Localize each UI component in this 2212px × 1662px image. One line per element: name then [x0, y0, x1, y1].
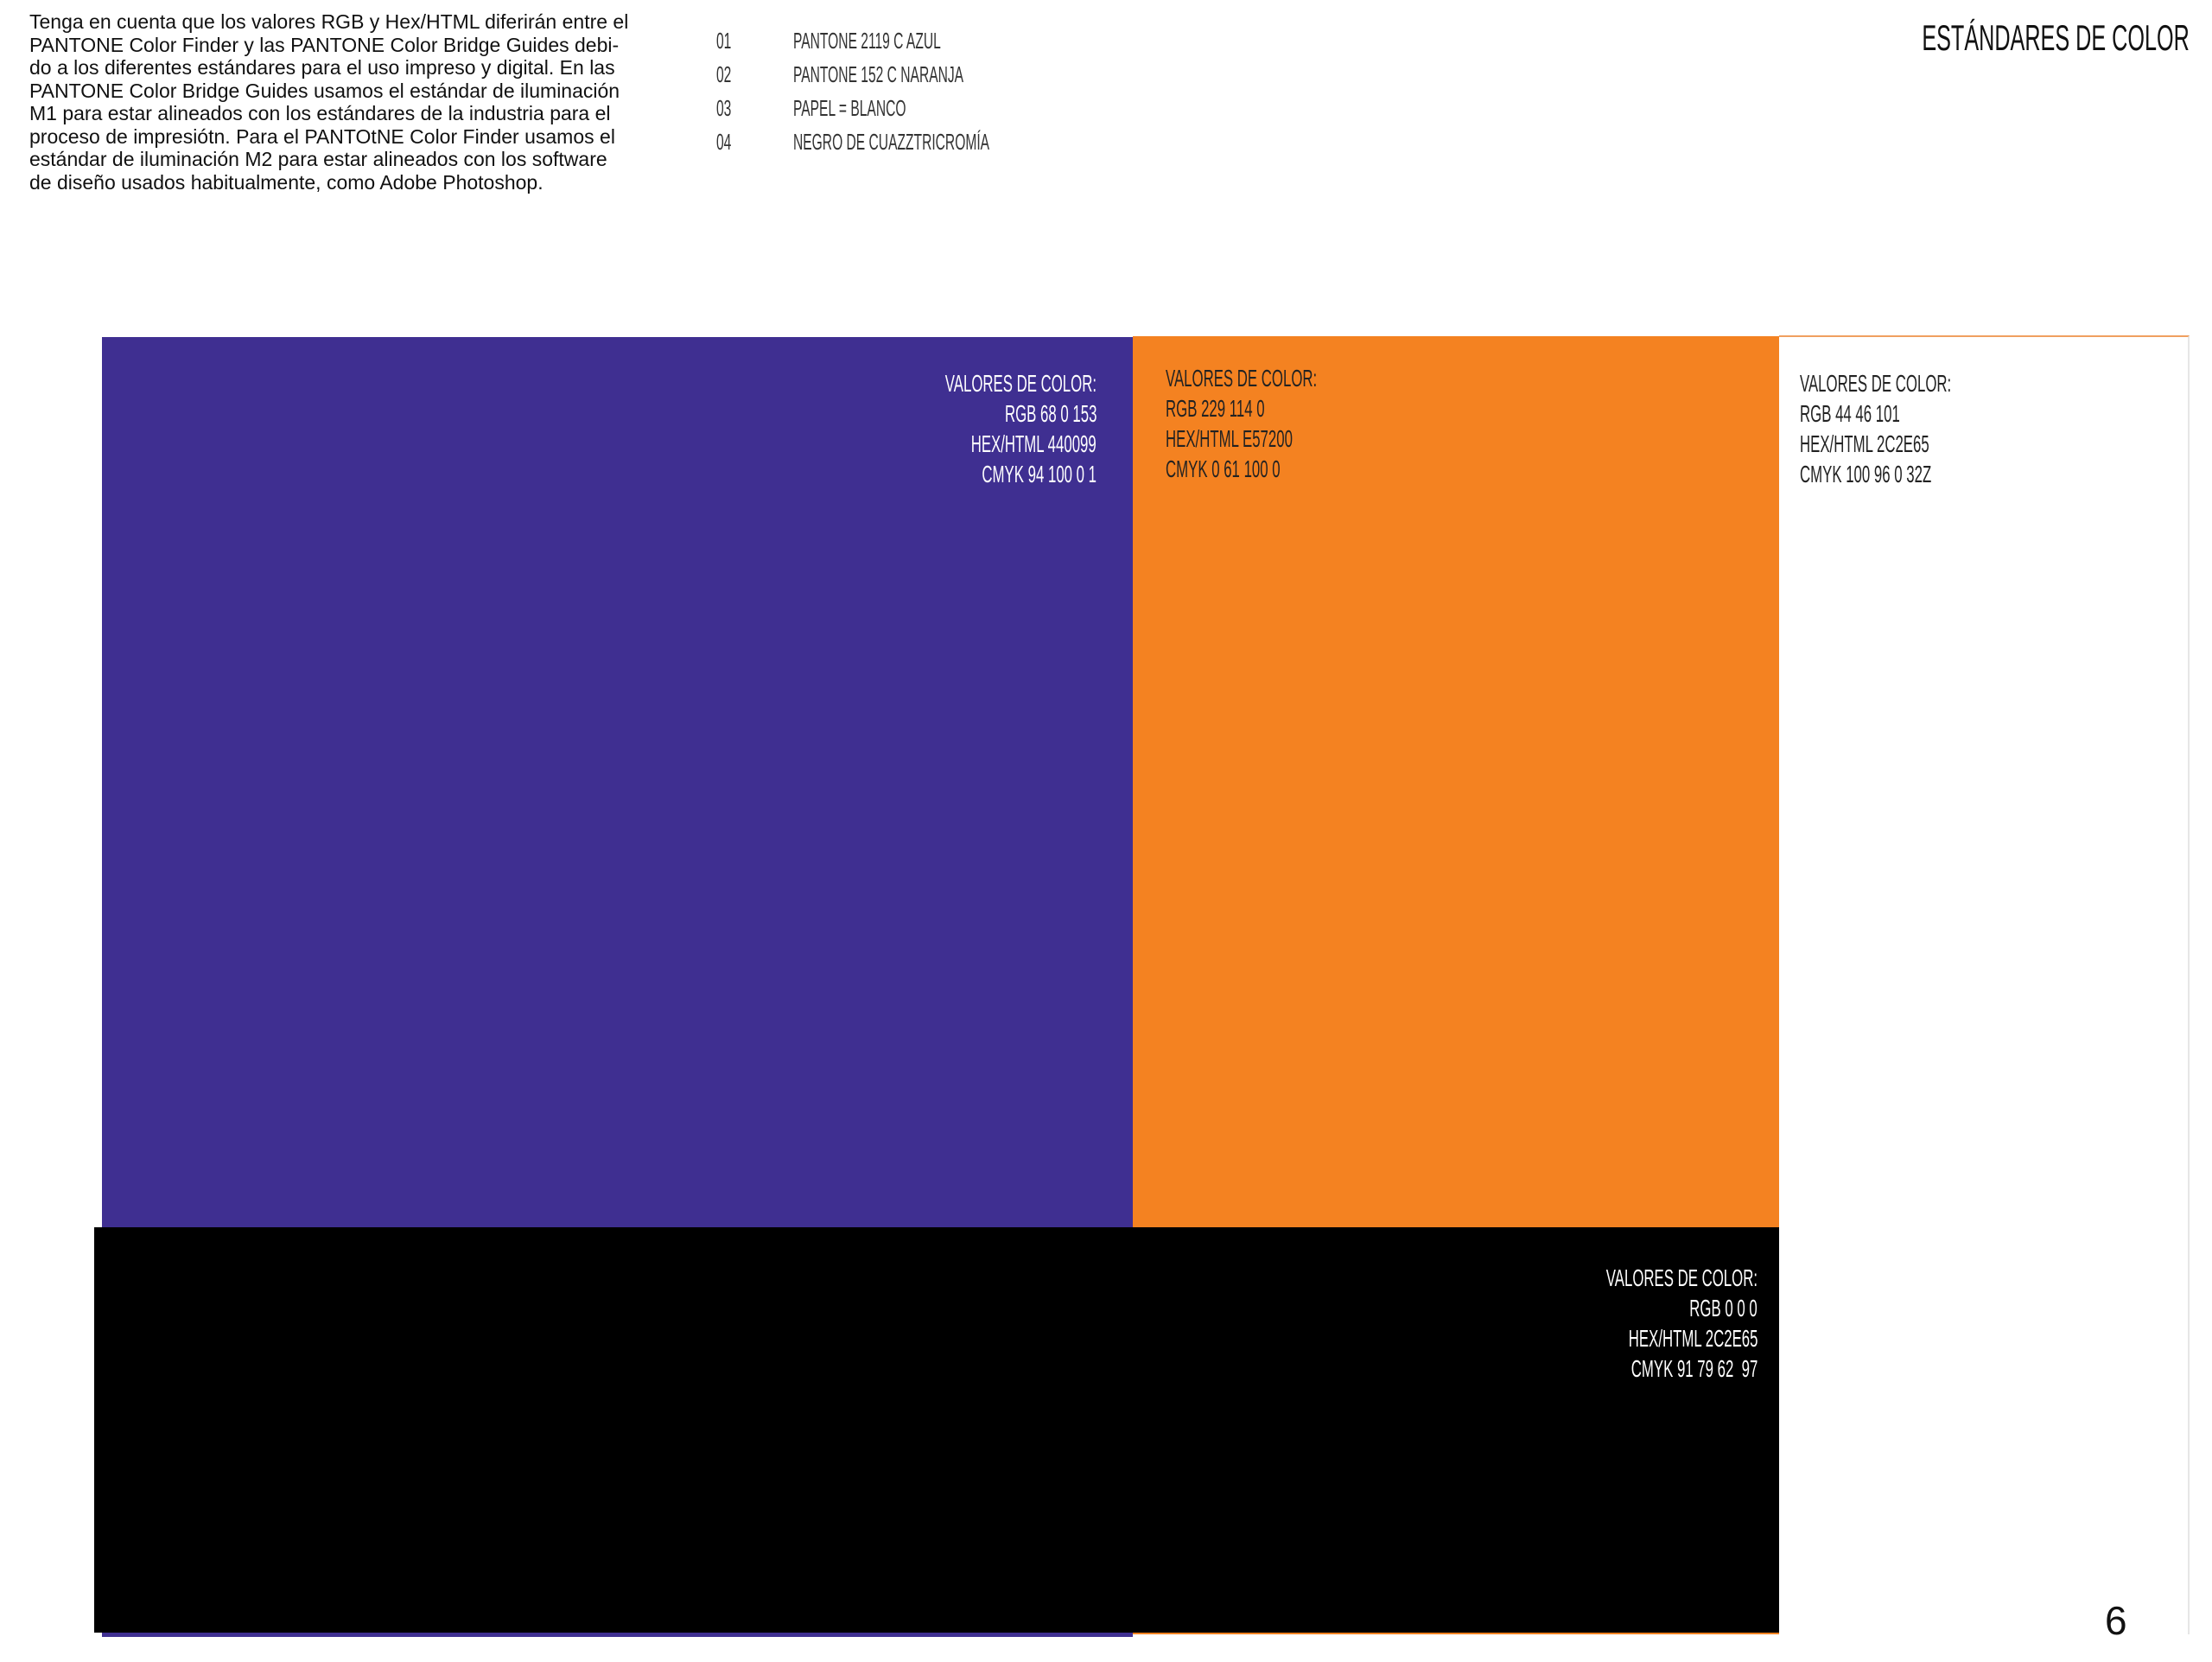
swatch-text: HEX/HTML 2C2E65 [1628, 1325, 1758, 1352]
paragraph-line: estándar de iluminación M2 para estar al… [29, 148, 607, 170]
swatch-text: CMYK 100 96 0 32Z [1800, 461, 1932, 487]
color-list-item: 04 NEGRO DE CUAZZTRICROMÍA [716, 129, 1321, 160]
swatch-text: RGB 229 114 0 [1166, 395, 1265, 422]
white-swatch [1779, 335, 2190, 1634]
paragraph-line: proceso de impresiótn. Para el PANTOtNE … [29, 124, 615, 148]
paragraph-line: do a los diferentes estándares para el u… [29, 56, 615, 79]
swatch-line: VALORES DE COLOR: [1166, 363, 1418, 393]
intro-paragraph: Tenga en cuenta que los valores RGB y He… [29, 10, 628, 194]
swatch-line: CMYK 0 61 100 0 [1166, 454, 1418, 484]
swatch-line: VALORES DE COLOR: [1800, 368, 2052, 398]
swatch-text: CMYK 94 100 0 1 [982, 461, 1096, 487]
title-text: ESTÁNDARES DE COLOR [1922, 17, 2190, 58]
swatch-line: RGB 68 0 153 [844, 398, 1096, 429]
swatch-label: VALORES DE COLOR: RGB 68 0 153 HEX/HTML 44… [844, 368, 1096, 489]
swatch-text: VALORES DE COLOR: [1166, 365, 1318, 392]
paragraph-line: PANTONE Color Finder y las PANTONE Color… [29, 33, 620, 56]
swatch-text: RGB 44 46 101 [1800, 400, 1900, 427]
swatch-text: HEX/HTML E57200 [1166, 425, 1293, 452]
color-list-item: 01 PANTONE 2119 C AZUL [716, 28, 1321, 59]
swatch-line: HEX/HTML 440099 [844, 429, 1096, 459]
item-name: PANTONE 2119 C AZUL [793, 28, 941, 54]
swatch-text: VALORES DE COLOR: [1605, 1264, 1758, 1291]
swatch-label: VALORES DE COLOR: RGB 229 114 0 HEX/HTML E… [1166, 363, 1418, 484]
swatch-line: HEX/HTML E57200 [1166, 423, 1418, 454]
paragraph-line: PANTONE Color Bridge Guides usamos el es… [29, 79, 620, 102]
swatch-line: CMYK 100 96 0 32Z [1800, 459, 2052, 489]
item-name: PANTONE 152 C NARANJA [793, 61, 964, 87]
color-list-item: 03 PAPEL = BLANCO [716, 95, 1321, 126]
swatch-text: CMYK 91 79 62 97 [1630, 1355, 1758, 1382]
swatch-text: VALORES DE COLOR: [1800, 370, 1952, 397]
item-number: 04 [716, 129, 732, 155]
page-number: 6 [2105, 1598, 2127, 1643]
paragraph-line: M1 para estar alineados con los estándar… [29, 102, 611, 124]
swatch-text: CMYK 0 61 100 0 [1166, 455, 1281, 482]
paragraph-line: de diseño usados habitualmente, como Ado… [29, 170, 543, 194]
item-name: NEGRO DE CUAZZTRICROMÍA [793, 129, 990, 155]
item-number: 03 [716, 95, 732, 121]
paragraph-line: Tenga en cuenta que los valores RGB y He… [29, 10, 629, 33]
swatch-line: VALORES DE COLOR: [844, 368, 1096, 398]
swatch-line: HEX/HTML 2C2E65 [1505, 1323, 1758, 1353]
swatch-line: VALORES DE COLOR: [1505, 1263, 1758, 1293]
swatch-line: CMYK 91 79 62 97 [1505, 1353, 1758, 1384]
swatch-text: RGB 0 0 0 [1689, 1295, 1758, 1321]
swatch-line: RGB 44 46 101 [1800, 398, 2052, 429]
swatch-line: CMYK 94 100 0 1 [844, 459, 1096, 489]
swatch-line: HEX/HTML 2C2E65 [1800, 429, 2052, 459]
black-swatch [94, 1227, 1779, 1633]
swatch-line: RGB 0 0 0 [1505, 1293, 1758, 1323]
item-name: PAPEL = BLANCO [793, 95, 906, 121]
swatch-label: VALORES DE COLOR: RGB 0 0 0 HEX/HTML 2C2E6… [1505, 1263, 1758, 1384]
swatch-text: HEX/HTML 440099 [970, 430, 1096, 457]
swatch-line: RGB 229 114 0 [1166, 393, 1418, 423]
swatch-text: RGB 68 0 153 [1004, 400, 1096, 427]
swatch-text: HEX/HTML 2C2E65 [1800, 430, 1929, 457]
swatch-label: VALORES DE COLOR: RGB 44 46 101 HEX/HTML 2… [1800, 368, 2052, 489]
swatch-text: VALORES DE COLOR: [944, 370, 1096, 397]
page-title: ESTÁNDARES DE COLOR [1744, 17, 2190, 59]
item-number: 01 [716, 28, 732, 54]
item-number: 02 [716, 61, 732, 87]
color-list-item: 02 PANTONE 152 C NARANJA [716, 61, 1321, 92]
